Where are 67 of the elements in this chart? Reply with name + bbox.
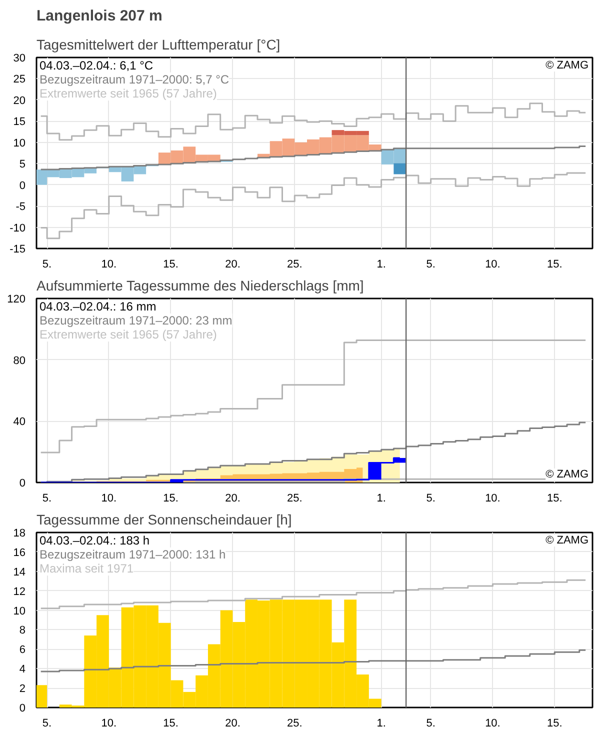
- x-tick-label: 1.: [376, 492, 386, 504]
- x-tick-label: 10.: [101, 492, 117, 504]
- y-tick-label: 8: [19, 624, 26, 637]
- y-tick-label: 0: [19, 702, 26, 714]
- x-tick-label: 5.: [42, 492, 52, 504]
- annotation: © ZAMG: [546, 534, 588, 546]
- x-tick-label: 5.: [426, 492, 436, 504]
- chart-subtitle: Tagesmittelwert der Lufttemperatur [°C]: [36, 36, 280, 52]
- y-tick-label: -15: [10, 244, 26, 256]
- y-tick-label: 0: [19, 180, 26, 192]
- annotation: 04.03.–02.04.: 6,1 °C: [40, 58, 154, 72]
- chart-title: Langenlois 207 m: [36, 8, 162, 24]
- x-tick-label: 15.: [546, 718, 562, 729]
- annotation: Maxima seit 1971: [40, 562, 134, 576]
- x-tick-label: 15.: [163, 492, 178, 504]
- annotation: Extremwerte seit 1965 (57 Jahre): [40, 86, 217, 100]
- x-tick-label: 20.: [225, 492, 240, 504]
- annotation: Extremwerte seit 1965 (57 Jahre): [40, 328, 217, 342]
- y-tick-label: 16: [13, 546, 26, 559]
- x-tick-label: 25.: [286, 492, 302, 504]
- annotation: 04.03.–02.04.: 183 h: [40, 534, 150, 548]
- annotation: © ZAMG: [546, 60, 588, 72]
- x-tick-label: 5.: [426, 718, 436, 729]
- x-tick-label: 10.: [101, 718, 117, 729]
- x-tick-label: 10.: [485, 492, 500, 504]
- y-tick-label: 4: [19, 664, 26, 676]
- y-tick-label: 80: [13, 354, 26, 367]
- y-tick-label: 20: [13, 94, 26, 107]
- x-tick-label: 20.: [225, 258, 240, 270]
- y-tick-label: -5: [16, 201, 26, 214]
- y-tick-label: 5: [19, 158, 26, 171]
- x-tick-label: 10.: [485, 258, 500, 270]
- y-tick-label: 18: [13, 528, 26, 540]
- y-tick-label: 14: [13, 566, 26, 578]
- y-tick-label: 40: [13, 416, 26, 428]
- x-tick-label: 15.: [163, 258, 178, 270]
- x-tick-label: 15.: [163, 718, 178, 729]
- annotation: © ZAMG: [546, 468, 588, 480]
- y-tick-label: 10: [13, 605, 26, 618]
- x-tick-label: 1.: [376, 258, 386, 270]
- annotation: Bezugszeitraum 1971–2000: 23 mm: [40, 314, 232, 328]
- x-tick-label: 10.: [485, 718, 500, 729]
- x-tick-label: 25.: [286, 258, 302, 270]
- x-tick-label: 1.: [376, 718, 386, 729]
- x-tick-label: 10.: [101, 258, 117, 270]
- x-tick-label: 5.: [426, 258, 436, 270]
- y-tick-label: -10: [10, 222, 26, 234]
- y-tick-label: 30: [13, 52, 26, 64]
- x-tick-label: 5.: [42, 718, 52, 729]
- y-tick-label: 25: [13, 74, 26, 86]
- annotation: Bezugszeitraum 1971–2000: 131 h: [40, 548, 226, 562]
- x-tick-label: 15.: [546, 258, 562, 270]
- y-tick-label: 10: [13, 137, 26, 150]
- y-tick-label: 0: [19, 478, 26, 490]
- y-tick-label: 6: [19, 644, 26, 656]
- x-tick-label: 25.: [286, 718, 302, 729]
- annotation: Bezugszeitraum 1971–2000: 5,7 °C: [40, 72, 230, 86]
- annotation: 04.03.–02.04.: 16 mm: [40, 300, 156, 314]
- chart-title: Aufsummierte Tagessumme des Niederschlags [mm]: [36, 278, 364, 294]
- y-tick-label: 15: [13, 116, 26, 128]
- y-tick-label: 12: [13, 586, 26, 598]
- x-tick-label: 5.: [42, 258, 52, 270]
- y-tick-label: 2: [19, 683, 26, 696]
- x-tick-label: 20.: [225, 718, 240, 729]
- y-tick-label: 120: [7, 294, 26, 306]
- x-tick-label: 15.: [546, 492, 562, 504]
- chart-title: Tagessumme der Sonnenscheindauer [h]: [36, 512, 292, 528]
